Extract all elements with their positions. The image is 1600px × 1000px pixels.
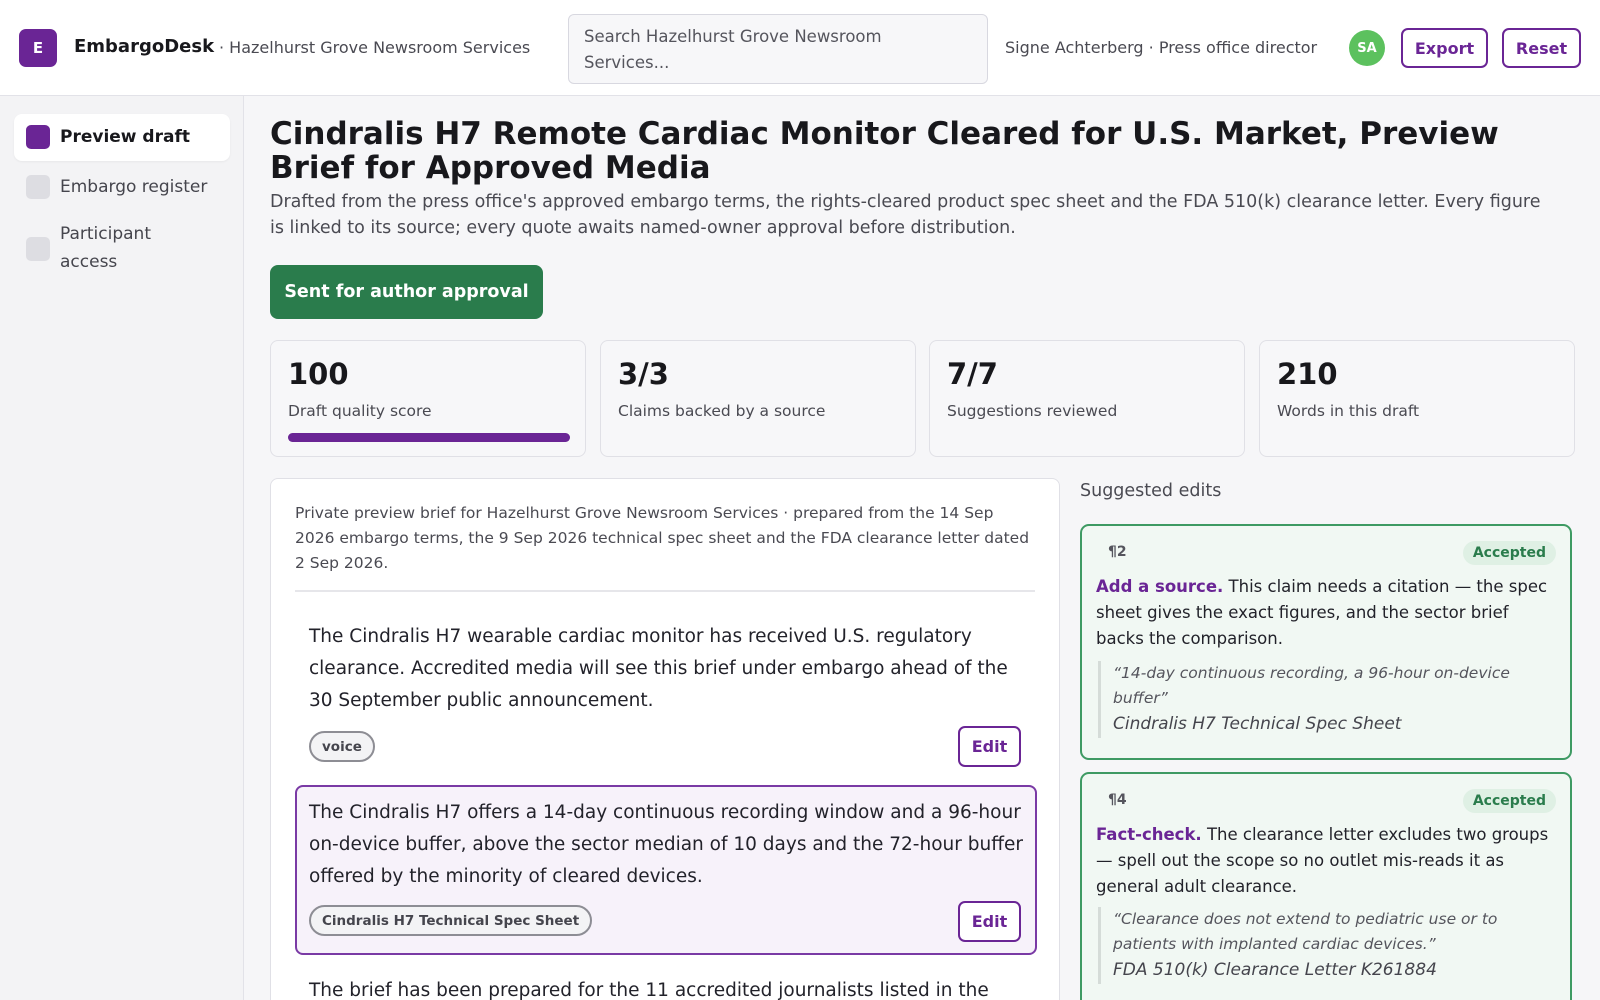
- draft-panel: Private preview brief for Hazelhurst Gro…: [270, 478, 1060, 1000]
- app-name: EmbargoDesk: [74, 36, 215, 57]
- stat-label: Suggestions reviewed: [947, 402, 1118, 420]
- stat-value: 3/3: [618, 357, 669, 391]
- quote-text: “14-day continuous recording, a 96-hour …: [1113, 664, 1510, 707]
- quote-text: “Clearance does not extend to pediatric …: [1113, 910, 1498, 953]
- suggestion-lead: Fact-check.: [1096, 825, 1202, 844]
- suggestion-body: Fact-check. The clearance letter exclude…: [1096, 822, 1556, 900]
- stat-label: Claims backed by a source: [618, 402, 826, 420]
- page-subtitle: Drafted from the press office's approved…: [270, 192, 1541, 238]
- stat-value: 7/7: [947, 357, 998, 391]
- sidebar-item-embargo-register[interactable]: Embargo register: [14, 164, 230, 211]
- draft-paragraph-selected[interactable]: The Cindralis H7 offers a 14-day continu…: [295, 785, 1037, 955]
- suggestion-lead: Add a source.: [1096, 577, 1224, 596]
- avatar[interactable]: SA: [1349, 30, 1385, 66]
- top-bar: E EmbargoDesk · Hazelhurst Grove Newsroo…: [0, 0, 1600, 96]
- stat-claims: 3/3 Claims backed by a source: [600, 340, 916, 457]
- sidebar-item-participant-access[interactable]: Participant access: [14, 220, 230, 280]
- draft-paragraph[interactable]: The Cindralis H7 offers a 14-day continu…: [309, 802, 1023, 887]
- export-button[interactable]: Export: [1401, 28, 1488, 68]
- edit-button[interactable]: Edit: [958, 726, 1021, 767]
- sidebar-item-label: Embargo register: [60, 177, 208, 197]
- quality-progress-fill: [288, 433, 570, 442]
- stat-quality-score: 100 Draft quality score: [270, 340, 586, 457]
- edit-button[interactable]: Edit: [958, 901, 1021, 942]
- reset-button[interactable]: Reset: [1502, 28, 1581, 68]
- draft-paragraph[interactable]: The brief has been prepared for the 11 a…: [309, 980, 989, 1000]
- suggestion-card[interactable]: ¶2 Accepted Add a source. This claim nee…: [1080, 524, 1572, 760]
- draft-paragraph[interactable]: The Cindralis H7 wearable cardiac monito…: [309, 626, 1008, 711]
- stat-label: Draft quality score: [288, 402, 432, 420]
- paragraph-ref: ¶4: [1108, 792, 1127, 808]
- sidebar-item-preview-draft[interactable]: Preview draft: [14, 114, 230, 161]
- quote-source: FDA 510(k) Clearance Letter K261884: [1113, 960, 1437, 980]
- draft-meta: Private preview brief for Hazelhurst Gro…: [295, 501, 1035, 592]
- stat-value: 210: [1277, 357, 1338, 391]
- suggestion-body: Add a source. This claim needs a citatio…: [1096, 574, 1556, 652]
- search-input[interactable]: Search Hazelhurst Grove Newsroom Service…: [568, 14, 988, 84]
- sidebar: Preview draft Embargo register Participa…: [0, 96, 244, 1000]
- app-logo[interactable]: E: [19, 29, 57, 67]
- stat-suggestions: 7/7 Suggestions reviewed: [929, 340, 1245, 457]
- source-tag[interactable]: Cindralis H7 Technical Spec Sheet: [309, 905, 593, 936]
- org-name: · Hazelhurst Grove Newsroom Services: [219, 38, 531, 57]
- paragraph-ref: ¶2: [1108, 544, 1127, 560]
- user-label: Signe Achterberg · Press office director: [1005, 38, 1318, 57]
- quote-source: Cindralis H7 Technical Spec Sheet: [1113, 714, 1402, 734]
- stat-value: 100: [288, 357, 349, 391]
- checkbox-icon: [26, 175, 50, 199]
- page-title: Cindralis H7 Remote Cardiac Monitor Clea…: [270, 116, 1499, 186]
- status-badge: Accepted: [1462, 789, 1556, 813]
- status-badge: Accepted: [1462, 541, 1556, 565]
- status-button[interactable]: Sent for author approval: [270, 265, 543, 319]
- stat-label: Words in this draft: [1277, 402, 1420, 420]
- suggestion-text: This claim needs a citation — the spec s…: [1096, 577, 1548, 648]
- sidebar-item-label: Participant access: [60, 224, 152, 272]
- quality-progress-bar: [288, 433, 570, 442]
- suggested-edits-heading: Suggested edits: [1080, 481, 1222, 501]
- suggestion-quote: “14-day continuous recording, a 96-hour …: [1098, 661, 1553, 738]
- stat-words: 210 Words in this draft: [1259, 340, 1575, 457]
- suggestion-card[interactable]: ¶4 Accepted Fact-check. The clearance le…: [1080, 772, 1572, 1000]
- suggestion-quote: “Clearance does not extend to pediatric …: [1098, 907, 1553, 984]
- paragraph-tag[interactable]: voice: [309, 731, 375, 762]
- checkbox-icon: [26, 237, 50, 261]
- checkbox-icon: [26, 125, 50, 149]
- sidebar-item-label: Preview draft: [60, 127, 190, 147]
- suggestion-text: The clearance letter excludes two groups…: [1096, 825, 1549, 896]
